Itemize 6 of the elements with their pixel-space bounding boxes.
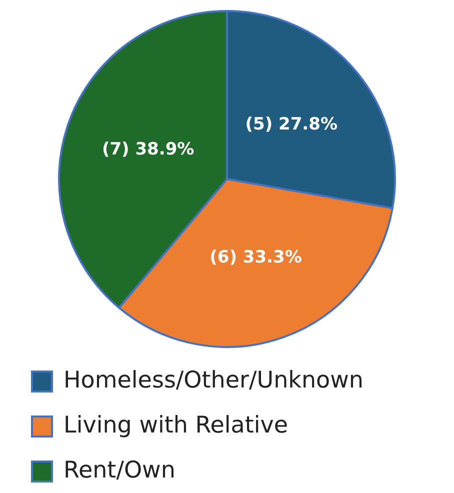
legend-label: Living with Relative: [64, 412, 288, 438]
data-label: (6) 33.3%: [210, 247, 302, 268]
data-label: (7) 38.9%: [102, 140, 194, 160]
legend-label: Homeless/Other/Unknown: [64, 367, 364, 394]
data-label: (5) 27.8%: [245, 114, 338, 134]
legend-label: Rent/Own: [64, 457, 176, 484]
